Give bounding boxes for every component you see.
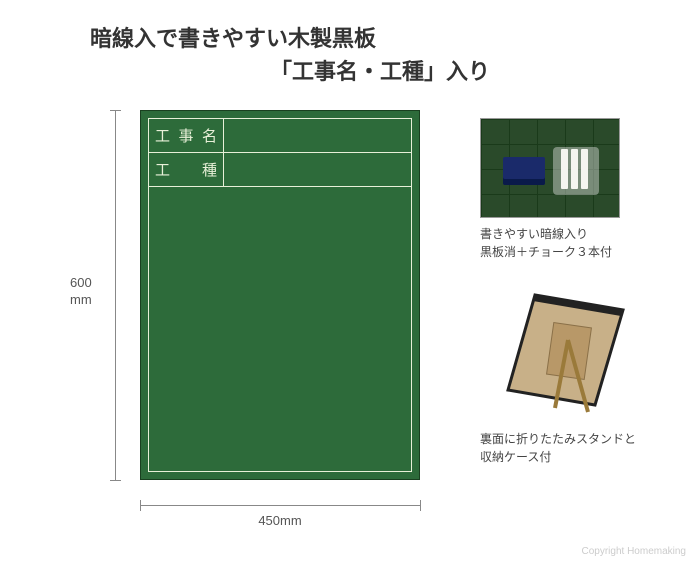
- title-line1: 暗線入で書きやすい木製黒板: [90, 22, 490, 55]
- height-label: 600 mm: [70, 275, 92, 309]
- row-label: 工 種: [155, 159, 219, 180]
- blackboard: 工事名 工 種: [140, 110, 420, 480]
- width-dimension: 450mm: [140, 495, 420, 535]
- height-dimension: 600 mm: [80, 110, 130, 480]
- accessory-thumbnail-eraser-chalk: [480, 118, 620, 218]
- width-label: 450mm: [140, 513, 420, 528]
- row-label: 工事名: [155, 125, 219, 146]
- board-row: 工事名: [149, 119, 411, 153]
- chalk-icon: [571, 149, 578, 189]
- product-title: 暗線入で書きやすい木製黒板 「工事名・工種」入り: [90, 22, 490, 88]
- eraser-icon: [503, 157, 545, 185]
- board-diagram: 600 mm 工事名 工 種 450mm: [80, 110, 480, 540]
- blackboard-frame: 工事名 工 種: [148, 118, 412, 472]
- accessory-thumbnail-stand: [480, 290, 630, 420]
- chalk-icon: [561, 149, 568, 189]
- accessory-caption-1: 書きやすい暗線入り 黒板消＋チョーク３本付: [480, 225, 612, 261]
- copyright-text: Copyright Homemaking: [582, 546, 687, 557]
- chalk-icon: [581, 149, 588, 189]
- board-row: 工 種: [149, 153, 411, 187]
- title-line2: 「工事名・工種」入り: [90, 55, 490, 88]
- accessory-caption-2: 裏面に折りたたみスタンドと 収納ケース付: [480, 430, 636, 466]
